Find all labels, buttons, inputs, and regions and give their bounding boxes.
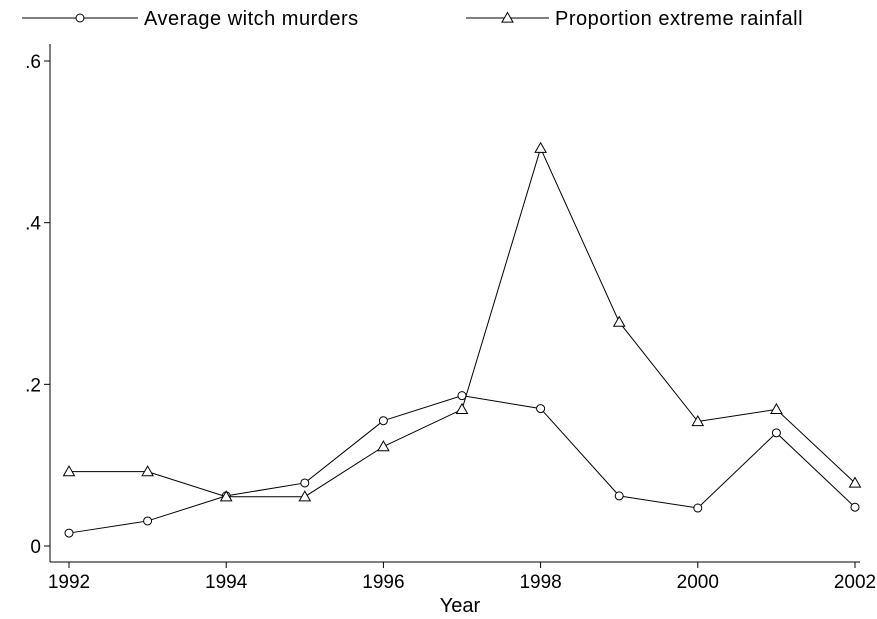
legend-label-0: Average witch murders [144, 8, 359, 30]
series-1-point-2 [219, 490, 233, 502]
x-tick-label-3: 1998 [519, 572, 561, 593]
series-1-point-4 [377, 440, 390, 452]
series-0-point-1 [143, 516, 153, 526]
series-line-0 [68, 395, 856, 534]
y-tick-label-0: 0 [30, 537, 41, 558]
series-0-point-6 [536, 404, 546, 414]
series-0-point-4 [378, 416, 388, 426]
y-tick-label-3: .6 [25, 52, 41, 73]
series-0-point-7 [614, 491, 624, 501]
series-0-point-10 [850, 502, 860, 512]
series-line-1 [69, 146, 856, 498]
legend-marker-0 [75, 13, 85, 23]
series-1-point-8 [691, 415, 705, 427]
y-tick-label-2: .4 [25, 214, 41, 235]
x-tick-label-1: 1994 [205, 572, 248, 593]
plot-area [62, 141, 862, 538]
y-tick-label-1: .2 [25, 375, 41, 396]
x-axis-title: Year [440, 595, 481, 617]
axes: 0 .2 .4 .6 1992 1994 1996 1998 2000 2002 [25, 44, 876, 593]
series-0-point-8 [693, 503, 703, 513]
x-tick-label-5: 2002 [834, 572, 876, 593]
series-1-point-3 [298, 490, 312, 502]
series-1-point-5 [455, 402, 469, 415]
series-0-point-9 [771, 428, 781, 438]
series-1-point-0 [62, 465, 76, 477]
x-tick-label-2: 1996 [362, 572, 404, 593]
legend-label-1: Proportion extreme rainfall [555, 8, 803, 30]
legend-marker-1 [501, 11, 514, 23]
series-1-point-9 [770, 402, 783, 415]
series-0-point-3 [300, 478, 310, 488]
series-1-point-10 [848, 476, 862, 488]
series-1-point-7 [612, 315, 626, 327]
legend: Average witch murders Proportion extreme … [22, 8, 803, 30]
series-0-point-0 [64, 528, 74, 538]
x-tick-label-0: 1992 [48, 572, 90, 593]
series-1-point-1 [141, 465, 154, 477]
series-1-point-6 [534, 141, 547, 153]
x-tick-label-4: 2000 [677, 572, 719, 593]
